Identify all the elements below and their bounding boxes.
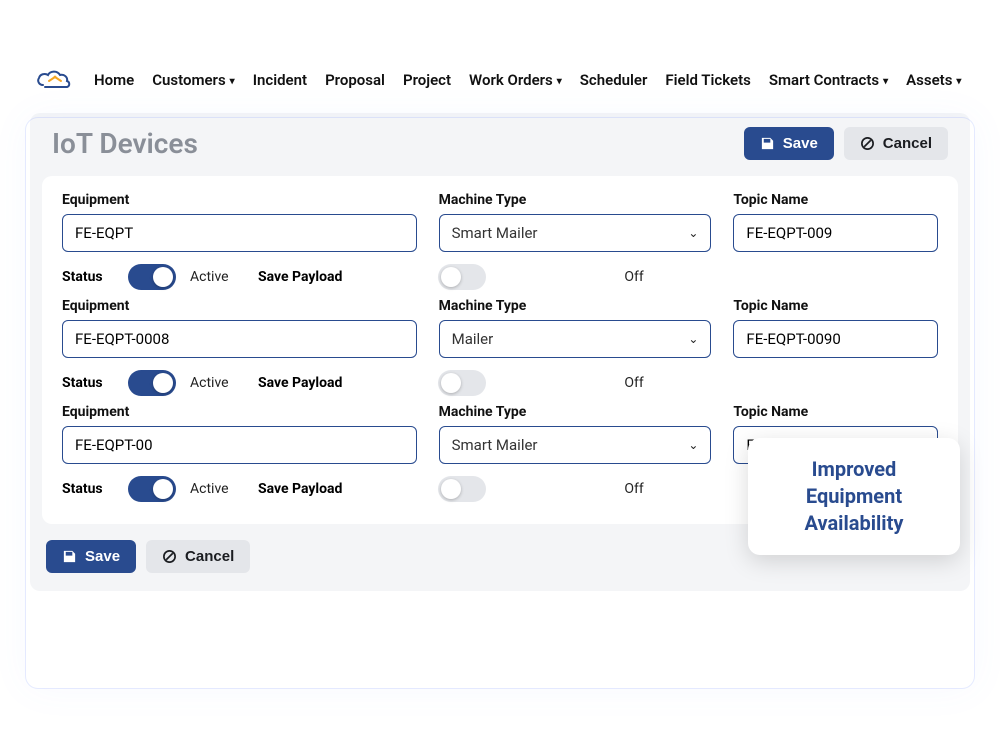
- machine-type-label: Machine Type: [439, 298, 712, 314]
- machine-type-label: Machine Type: [439, 404, 712, 420]
- machine-type-label: Machine Type: [439, 192, 712, 208]
- equipment-label: Equipment: [62, 298, 417, 314]
- save-payload-state: Off: [624, 269, 672, 285]
- nav-proposal[interactable]: Proposal: [325, 71, 385, 89]
- status-label: Status: [62, 269, 114, 285]
- equipment-input[interactable]: [75, 224, 404, 242]
- save-payload-label: Save Payload: [258, 481, 342, 497]
- nav-field-tickets[interactable]: Field Tickets: [665, 71, 750, 89]
- callout-line: Availability: [762, 510, 946, 537]
- machine-type-value: Smart Mailer: [452, 436, 538, 454]
- save-payload-toggle[interactable]: [438, 264, 486, 290]
- chevron-down-icon: ⌄: [688, 226, 698, 240]
- machine-type-select[interactable]: Smart Mailer ⌄: [439, 426, 712, 464]
- machine-type-value: Mailer: [452, 330, 494, 348]
- save-payload-state: Off: [624, 481, 672, 497]
- status-state: Active: [190, 375, 238, 391]
- chevron-down-icon: ⌄: [688, 438, 698, 452]
- equipment-label: Equipment: [62, 192, 417, 208]
- top-nav: Home Customers▾ Incident Proposal Projec…: [30, 60, 970, 107]
- chevron-down-icon: ▾: [557, 76, 562, 87]
- save-payload-state: Off: [624, 375, 672, 391]
- equipment-input[interactable]: [75, 330, 404, 348]
- equipment-input-wrap: [62, 214, 417, 252]
- topic-name-label: Topic Name: [733, 298, 938, 314]
- topic-name-input[interactable]: [746, 224, 925, 242]
- status-toggle[interactable]: [128, 476, 176, 502]
- nav-scheduler[interactable]: Scheduler: [580, 71, 648, 89]
- callout-line: Equipment: [762, 483, 946, 510]
- cancel-button[interactable]: Cancel: [844, 127, 948, 160]
- save-icon: [62, 549, 77, 564]
- chevron-down-icon: ▾: [883, 76, 888, 87]
- save-payload-label: Save Payload: [258, 269, 342, 285]
- topic-name-input[interactable]: [746, 330, 925, 348]
- nav-project[interactable]: Project: [403, 71, 451, 89]
- cancel-icon: [162, 549, 177, 564]
- logo: [34, 66, 76, 94]
- topic-name-label: Topic Name: [733, 192, 938, 208]
- status-label: Status: [62, 375, 114, 391]
- device-block: Equipment Machine Type Mailer ⌄ Topic Na…: [62, 298, 938, 396]
- nav-incident[interactable]: Incident: [253, 71, 307, 89]
- save-button[interactable]: Save: [744, 127, 834, 160]
- chevron-down-icon: ▾: [230, 76, 235, 87]
- save-button-footer[interactable]: Save: [46, 540, 136, 573]
- cancel-icon: [860, 136, 875, 151]
- equipment-label: Equipment: [62, 404, 417, 420]
- equipment-input[interactable]: [75, 436, 404, 454]
- save-payload-label: Save Payload: [258, 375, 342, 391]
- chevron-down-icon: ▾: [956, 76, 961, 87]
- save-payload-toggle[interactable]: [438, 476, 486, 502]
- status-toggle[interactable]: [128, 370, 176, 396]
- callout-card: Improved Equipment Availability: [748, 438, 960, 555]
- nav-assets[interactable]: Assets▾: [906, 71, 961, 89]
- status-state: Active: [190, 269, 238, 285]
- machine-type-select[interactable]: Mailer ⌄: [439, 320, 712, 358]
- status-toggle[interactable]: [128, 264, 176, 290]
- nav-smart-contracts[interactable]: Smart Contracts▾: [769, 71, 888, 89]
- status-state: Active: [190, 481, 238, 497]
- callout-line: Improved: [762, 456, 946, 483]
- cancel-button-footer[interactable]: Cancel: [146, 540, 250, 573]
- page-title: IoT Devices: [52, 127, 198, 160]
- nav-work-orders[interactable]: Work Orders▾: [469, 71, 562, 89]
- nav-home[interactable]: Home: [94, 71, 134, 89]
- topic-name-label: Topic Name: [733, 404, 938, 420]
- status-label: Status: [62, 481, 114, 497]
- machine-type-select[interactable]: Smart Mailer ⌄: [439, 214, 712, 252]
- chevron-down-icon: ⌄: [688, 332, 698, 346]
- save-payload-toggle[interactable]: [438, 370, 486, 396]
- device-block: Equipment Machine Type Smart Mailer ⌄: [62, 192, 938, 290]
- save-icon: [760, 136, 775, 151]
- nav-customers[interactable]: Customers▾: [152, 71, 234, 89]
- machine-type-value: Smart Mailer: [452, 224, 538, 242]
- topic-name-input-wrap: [733, 214, 938, 252]
